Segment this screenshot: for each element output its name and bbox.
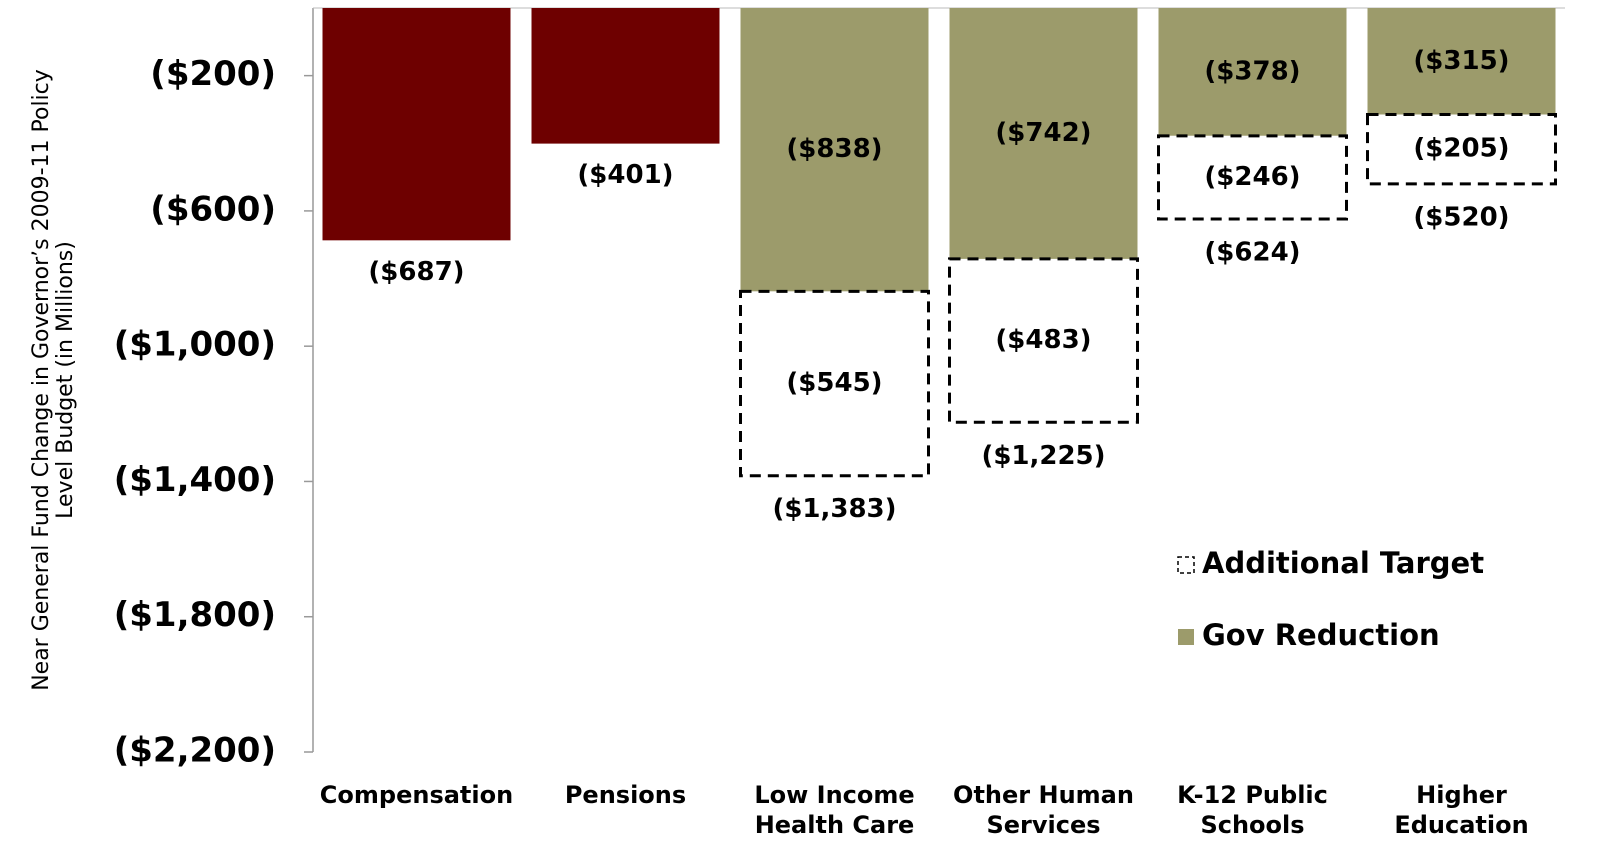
data-label: ($378): [1204, 56, 1300, 86]
bar: [739, 289, 930, 478]
total-label: ($520): [1413, 202, 1509, 232]
total-label: ($624): [1204, 238, 1300, 268]
y-tick-label: ($1,000): [114, 325, 276, 365]
x-tick-label: Other Human Services: [953, 781, 1134, 839]
total-label: ($1,225): [981, 441, 1105, 471]
bar: [1157, 134, 1348, 221]
data-label: ($401): [577, 160, 673, 190]
y-tick-label: ($1,400): [114, 460, 276, 500]
x-tick-label: Pensions: [564, 781, 687, 809]
y-tick-label: ($1,800): [114, 595, 276, 635]
y-axis-title: Level Budget (in Millions): [53, 241, 78, 519]
x-tick-label: Compensation: [319, 781, 514, 809]
bar: [1366, 113, 1557, 186]
bar: [949, 8, 1138, 259]
data-label: ($483): [995, 325, 1091, 355]
x-tick-label: Higher Education: [1394, 781, 1529, 839]
data-label: ($545): [786, 368, 882, 398]
data-label: ($315): [1413, 46, 1509, 76]
legend-swatch: [1177, 556, 1195, 574]
x-tick-label: Low Income Health Care: [754, 781, 915, 839]
data-label: ($205): [1413, 134, 1509, 164]
bar: [531, 8, 720, 144]
bar: [740, 8, 929, 292]
data-label: ($742): [995, 118, 1091, 148]
bar: [948, 257, 1139, 424]
y-tick-label: ($2,200): [114, 731, 276, 771]
y-tick-label: ($200): [150, 54, 276, 94]
total-label: ($1,383): [772, 494, 896, 524]
y-tick-label: ($600): [150, 189, 276, 229]
bar: [322, 8, 511, 241]
x-tick-label: K-12 Public Schools: [1177, 781, 1328, 839]
y-axis-title: Near General Fund Change in Governor’s 2…: [29, 69, 54, 691]
data-label: ($838): [786, 134, 882, 164]
legend-label: Additional Target: [1202, 546, 1484, 580]
legend-swatch: [1178, 629, 1194, 645]
bar: [1158, 8, 1347, 136]
data-label: ($687): [368, 257, 464, 287]
data-label: ($246): [1204, 162, 1300, 192]
legend-label: Gov Reduction: [1202, 618, 1440, 652]
bar: [1367, 8, 1556, 115]
